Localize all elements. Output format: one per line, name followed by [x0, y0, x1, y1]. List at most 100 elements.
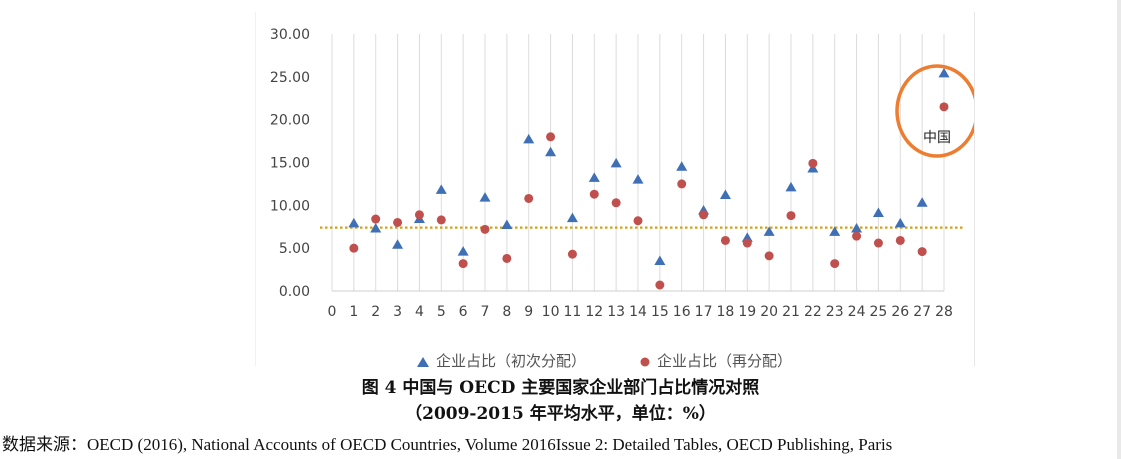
x-tick-label: 21 [782, 304, 800, 320]
y-tick-label: 5.00 [279, 241, 310, 257]
data-point-circle [699, 210, 709, 220]
china-annotation-label: 中国 [923, 130, 951, 146]
x-tick-label: 28 [935, 304, 953, 320]
x-tick-label: 4 [415, 304, 424, 320]
data-point-triangle [501, 219, 513, 230]
data-point-triangle [457, 246, 469, 256]
data-point-triangle [654, 255, 666, 266]
data-point-triangle [632, 174, 644, 184]
x-tick-label: 13 [607, 304, 625, 320]
data-point-circle [349, 243, 359, 253]
data-point-circle [633, 216, 643, 226]
data-point-circle [677, 179, 687, 189]
annotation-layer: 中国 [895, 64, 974, 158]
x-tick-label: 12 [585, 304, 603, 320]
data-point-circle [786, 211, 796, 221]
x-tick-label: 22 [804, 304, 822, 320]
legend-triangle-marker [417, 356, 429, 367]
y-tick-label: 0.00 [279, 284, 310, 300]
data-point-triangle [719, 189, 731, 200]
data-point-triangle [829, 226, 841, 236]
legend-item-series-1: 企业占比（初次分配） [416, 350, 586, 371]
x-tick-label: 10 [542, 304, 560, 320]
legend-item-series-2: 企业占比（再分配） [639, 350, 792, 371]
x-tick-label: 16 [673, 304, 691, 320]
x-tick-label: 25 [870, 304, 888, 320]
data-point-circle [546, 132, 556, 142]
data-point-circle [458, 259, 468, 269]
data-point-triangle [676, 161, 688, 171]
x-tick-label: 17 [695, 304, 713, 320]
page-edge [1117, 0, 1121, 459]
data-point-triangle [370, 222, 382, 233]
y-tick-label: 15.00 [270, 156, 310, 172]
x-tick-label: 23 [826, 304, 844, 320]
x-tick-label: 0 [328, 304, 337, 320]
legend-circle-marker [640, 357, 650, 366]
data-point-circle [436, 215, 446, 225]
series-layer [348, 67, 950, 290]
data-point-circle [720, 235, 730, 245]
figure-caption-title: 图 4 中国与 OECD 主要国家企业部门占比情况对照 [361, 378, 760, 398]
data-point-circle [917, 247, 927, 257]
data-point-triangle [545, 146, 557, 157]
legend-label-series-2: 企业占比（再分配） [657, 352, 793, 370]
data-point-circle [589, 189, 599, 199]
x-tick-label: 11 [564, 304, 582, 320]
x-tick-label: 26 [891, 304, 909, 320]
china-highlight-ellipse [895, 64, 974, 158]
x-tick-label: 1 [349, 304, 358, 320]
data-point-circle [524, 193, 534, 203]
data-point-circle [655, 280, 665, 290]
x-tick-label: 9 [524, 304, 533, 320]
legend-label-series-1: 企业占比（初次分配） [436, 352, 587, 370]
data-point-circle [611, 198, 621, 208]
x-tick-label: 8 [502, 304, 511, 320]
data-point-circle [480, 224, 490, 234]
data-point-circle [939, 102, 949, 112]
y-tick-label: 25.00 [270, 70, 310, 86]
data-point-triangle [872, 207, 884, 218]
x-tick-label: 14 [629, 304, 647, 320]
data-point-triangle [763, 226, 775, 236]
data-point-triangle [392, 239, 404, 249]
y-tick-label: 10.00 [270, 198, 310, 214]
data-point-triangle [435, 184, 447, 194]
figure-caption-subtitle: （2009-2015 年平均水平，单位：%） [405, 404, 716, 424]
x-tick-label: 7 [481, 304, 490, 320]
data-point-triangle [479, 192, 491, 202]
data-point-triangle [610, 157, 622, 168]
x-tick-label: 27 [913, 304, 931, 320]
data-point-triangle [588, 172, 600, 182]
data-point-circle [414, 210, 424, 220]
data-point-triangle [938, 67, 950, 78]
data-source-note: 数据来源：OECD (2016), National Accounts of O… [2, 435, 893, 454]
data-point-circle [371, 214, 381, 224]
y-axis-ticks: 0.00 5.00 10.00 15.00 20.00 25.00 30.00 [270, 27, 310, 300]
data-point-triangle [523, 133, 535, 144]
data-point-circle [502, 253, 512, 263]
data-point-triangle [785, 181, 797, 192]
x-tick-label: 24 [848, 304, 866, 320]
data-point-circle [393, 217, 403, 227]
data-point-circle [873, 238, 883, 248]
data-point-triangle [851, 222, 863, 233]
x-tick-label: 15 [651, 304, 669, 320]
data-point-circle [852, 231, 862, 241]
x-tick-label: 2 [371, 304, 380, 320]
data-point-circle [567, 249, 577, 259]
x-tick-label: 18 [717, 304, 735, 320]
data-point-circle [895, 235, 905, 245]
x-tick-label: 3 [393, 304, 402, 320]
data-point-circle [830, 259, 840, 269]
data-point-circle [808, 158, 818, 168]
data-point-triangle [348, 217, 360, 228]
x-axis-ticks: 0 1 2 3 4 5 6 7 8 9 10 11 12 13 14 15 16 17 18 19 20 21 22 23 24… [328, 304, 953, 320]
data-point-triangle [894, 217, 906, 228]
data-point-circle [764, 251, 774, 261]
grid-layer [331, 34, 945, 292]
x-tick-label: 20 [760, 304, 778, 320]
y-tick-label: 30.00 [270, 27, 310, 43]
